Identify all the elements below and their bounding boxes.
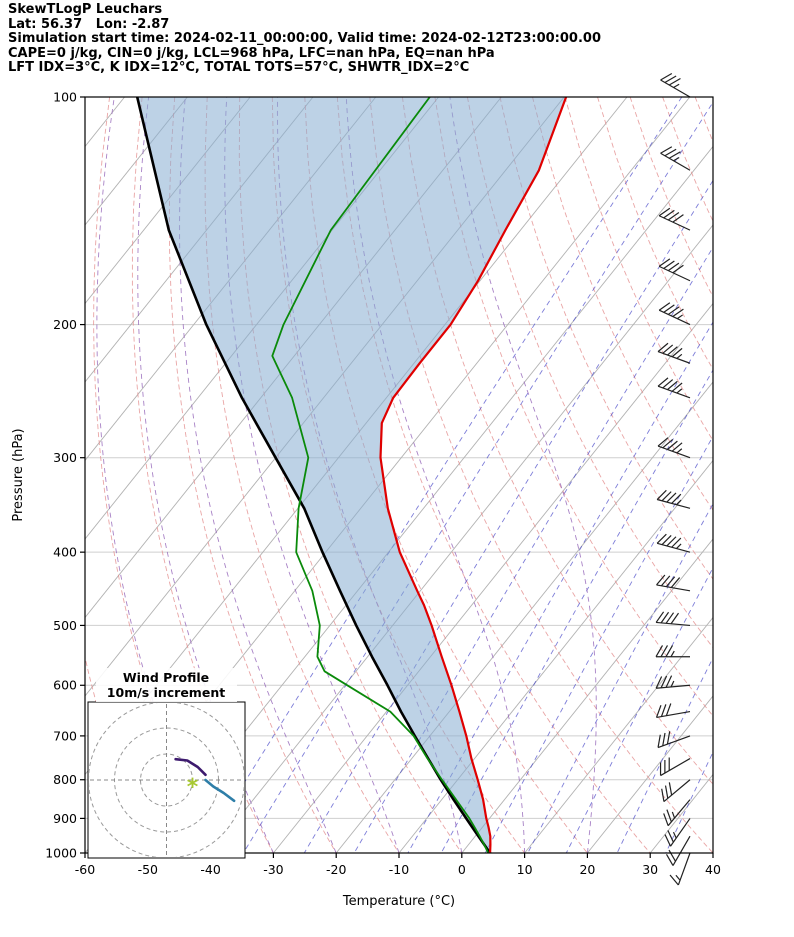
x-tick-label: -60 <box>75 862 95 877</box>
y-tick-label: 300 <box>53 450 77 465</box>
x-tick-label: -10 <box>389 862 409 877</box>
parcel-profile-line <box>135 97 492 853</box>
hodograph-trace <box>204 778 236 803</box>
page-title: SkewTLogP Leuchars <box>8 2 163 17</box>
y-tick-label: 800 <box>53 772 77 787</box>
header-block: SkewTLogP Leuchars Lat: 56.37 Lon: -2.87… <box>8 2 601 76</box>
x-tick-label: -30 <box>263 862 283 877</box>
y-tick-label: 400 <box>53 545 77 560</box>
x-tick-label: -40 <box>200 862 220 877</box>
x-axis-title: Temperature (°C) <box>342 894 455 909</box>
dewpoint-profile-line <box>271 97 490 853</box>
y-tick-label: 200 <box>53 317 77 332</box>
x-tick-label: -50 <box>138 862 158 877</box>
lat-lon-line: Lat: 56.37 Lon: -2.87 <box>8 16 170 32</box>
hodograph-surface-marker: * <box>187 775 199 800</box>
y-tick-label: 1000 <box>45 845 77 860</box>
y-tick-label: 100 <box>53 89 77 104</box>
y-tick-label: 600 <box>53 678 77 693</box>
hodograph-title-line1: Wind Profile <box>123 670 209 685</box>
x-tick-label: -20 <box>326 862 346 877</box>
y-axis-title: Pressure (hPa) <box>11 428 26 521</box>
y-tick-label: 700 <box>53 728 77 743</box>
x-tick-label: 30 <box>642 862 658 877</box>
wind-barbs <box>655 72 691 886</box>
x-tick-label: 0 <box>458 862 466 877</box>
y-tick-label: 500 <box>53 618 77 633</box>
cin-shading <box>137 97 567 853</box>
y-tick-label: 900 <box>53 811 77 826</box>
x-tick-label: 10 <box>517 862 533 877</box>
sim-time-line: Simulation start time: 2024-02-11_00:00:… <box>8 31 601 47</box>
cape-line: CAPE=0 j/kg, CIN=0 j/kg, LCL=968 hPa, LF… <box>8 45 495 61</box>
hodograph-inset: * <box>87 701 246 859</box>
hodograph-title-bg <box>96 668 237 702</box>
x-tick-label: 20 <box>579 862 595 877</box>
temperature-profile-line <box>379 97 568 853</box>
index-line: LFT IDX=3°C, K IDX=12°C, TOTAL TOTS=57°C… <box>8 60 470 76</box>
hodograph-trace <box>174 757 207 777</box>
x-tick-label: 40 <box>705 862 721 877</box>
hodograph-title-line2: 10m/s increment <box>107 685 225 700</box>
